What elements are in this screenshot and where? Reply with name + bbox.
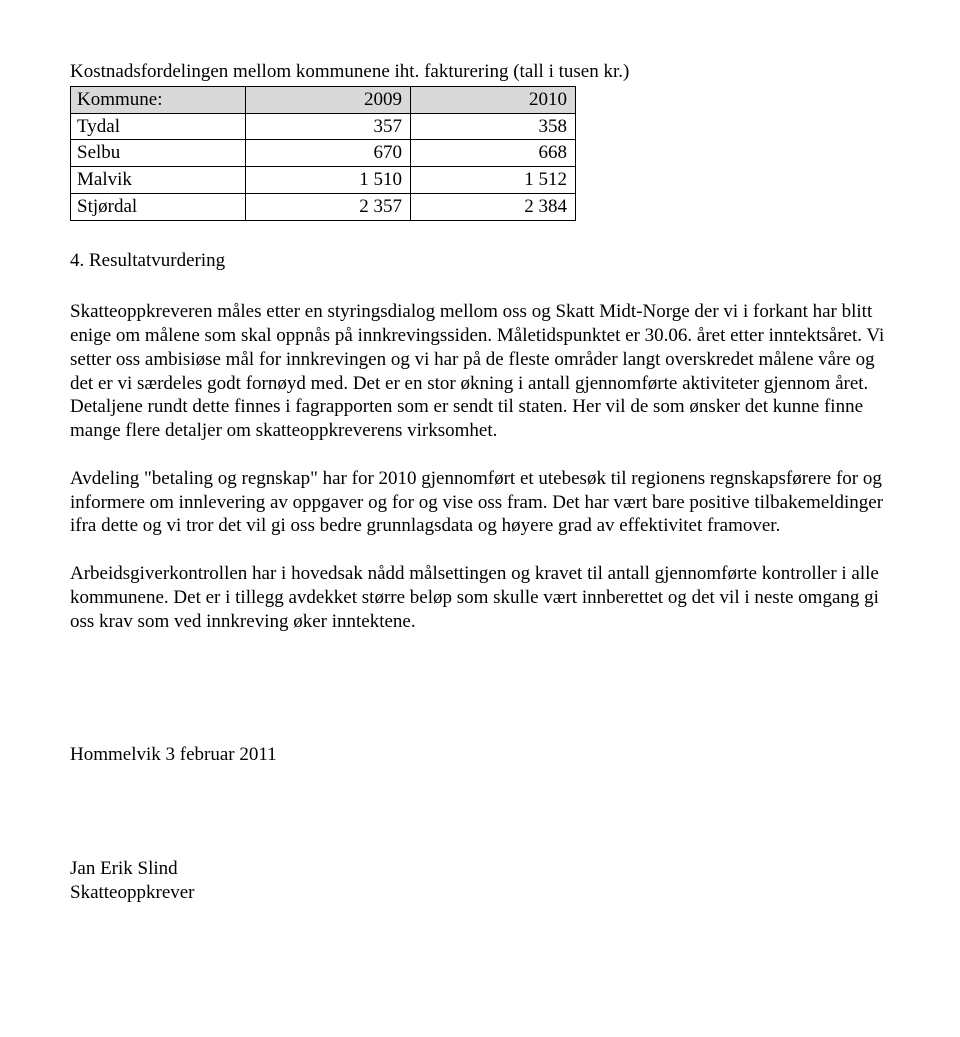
row-name: Selbu — [71, 140, 246, 167]
header-col-2010: 2010 — [411, 86, 576, 113]
table-header-row: Kommune: 2009 2010 — [71, 86, 576, 113]
row-val-2009: 1 510 — [246, 167, 411, 194]
header-col-2009: 2009 — [246, 86, 411, 113]
header-label: Kommune: — [71, 86, 246, 113]
table-row: Stjørdal 2 357 2 384 — [71, 193, 576, 220]
table-title: Kostnadsfordelingen mellom kommunene iht… — [70, 60, 890, 84]
table-row: Malvik 1 510 1 512 — [71, 167, 576, 194]
row-val-2010: 358 — [411, 113, 576, 140]
table-row: Tydal 357 358 — [71, 113, 576, 140]
section-heading: 4. Resultatvurdering — [70, 249, 890, 273]
paragraph-3: Arbeidsgiverkontrollen har i hovedsak nå… — [70, 562, 890, 633]
row-val-2010: 1 512 — [411, 167, 576, 194]
row-val-2009: 670 — [246, 140, 411, 167]
signature-place-date: Hommelvik 3 februar 2011 — [70, 743, 890, 767]
paragraph-2: Avdeling "betaling og regnskap" har for … — [70, 467, 890, 538]
table-row: Selbu 670 668 — [71, 140, 576, 167]
row-val-2010: 668 — [411, 140, 576, 167]
signature-title: Skatteoppkrever — [70, 881, 890, 905]
cost-table: Kommune: 2009 2010 Tydal 357 358 Selbu 6… — [70, 86, 576, 221]
paragraph-1: Skatteoppkreveren måles etter en styring… — [70, 300, 890, 443]
signature-block: Hommelvik 3 februar 2011 Jan Erik Slind … — [70, 743, 890, 904]
row-val-2010: 2 384 — [411, 193, 576, 220]
row-val-2009: 2 357 — [246, 193, 411, 220]
row-name: Tydal — [71, 113, 246, 140]
row-name: Malvik — [71, 167, 246, 194]
signature-name: Jan Erik Slind — [70, 857, 890, 881]
row-name: Stjørdal — [71, 193, 246, 220]
row-val-2009: 357 — [246, 113, 411, 140]
